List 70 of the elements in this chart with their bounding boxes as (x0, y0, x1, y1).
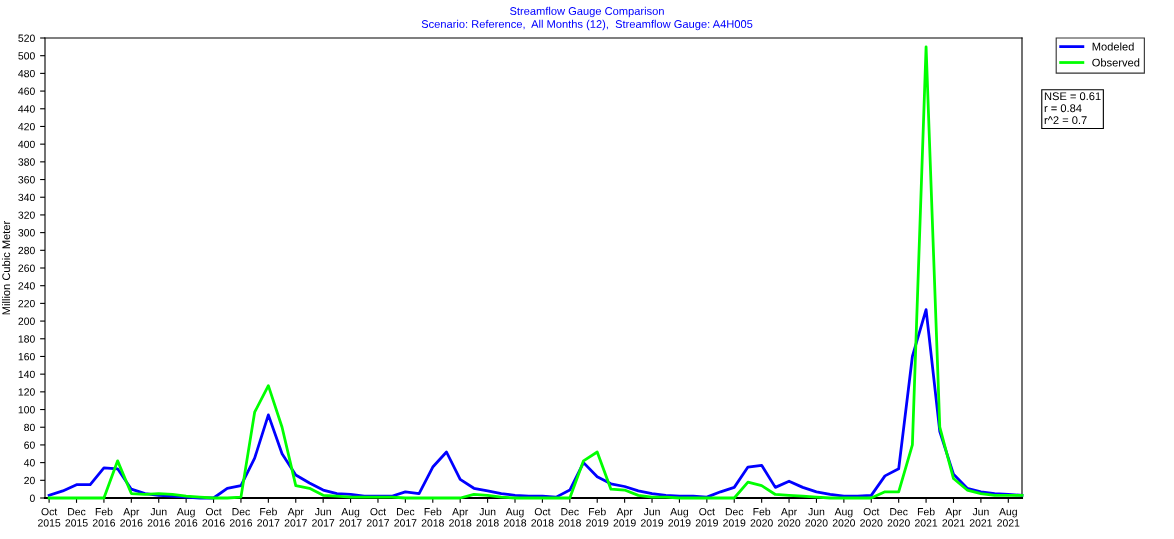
x-tick-label: Feb 2019 (586, 507, 609, 527)
chart-subtitle: Scenario: Reference, All Months (12), Streamflow Gauge: A4H005 (421, 19, 753, 31)
x-tick-label: Apr 2018 (449, 508, 472, 527)
y-tick-label: 420 (18, 122, 35, 131)
x-tick-label: Feb 2016 (92, 507, 116, 527)
y-tick-label: 0 (29, 494, 35, 502)
x-tick-label: Jun 2020 (805, 508, 828, 527)
x-tick-label: Feb 2018 (421, 507, 444, 527)
x-tick-label: Jun 2019 (640, 508, 664, 527)
x-tick-label: Aug 2020 (832, 508, 856, 527)
y-tick-label: 300 (18, 229, 35, 237)
y-tick-label: 280 (18, 246, 35, 255)
y-tick-label: 200 (18, 317, 35, 325)
x-tick-label: Dec 2015 (65, 508, 88, 527)
y-tick-label: 120 (18, 388, 35, 396)
x-tick-label: Aug 2017 (339, 508, 362, 527)
y-tick-label: 100 (18, 406, 35, 414)
y-tick-label: 400 (18, 140, 35, 149)
y-tick-label: 220 (18, 299, 35, 308)
y-tick-label: 520 (18, 34, 35, 42)
x-tick-label: Apr 2020 (777, 508, 801, 527)
y-tick-label: 260 (18, 264, 35, 272)
text: NSE = 0.61 r = 0.84 r^2 = 0.7 (1044, 92, 1101, 125)
y-tick-label: 40 (23, 459, 35, 467)
y-tick-label: 440 (18, 105, 35, 113)
y-tick-label: 480 (18, 69, 35, 78)
legend-label: Modeled (1092, 42, 1134, 51)
y-tick-label: 340 (18, 193, 35, 202)
x-tick-label: Jun 2016 (147, 508, 170, 527)
x-tick-label: Oct 2015 (38, 508, 61, 527)
x-tick-label: Aug 2016 (175, 508, 198, 527)
x-tick-label: Feb 2017 (257, 507, 280, 527)
y-tick-label: 180 (18, 335, 35, 343)
x-tick-label: Oct 2019 (695, 508, 718, 527)
x-tick-label: Dec 2020 (887, 508, 910, 527)
x-tick-label: Feb 2021 (915, 507, 938, 527)
y-tick-label: 60 (24, 441, 35, 449)
x-tick-label: Dec 2017 (394, 508, 417, 527)
x-tick-label: Jun 2021 (969, 508, 992, 527)
chart-title: Streamflow Gauge Comparison (510, 6, 664, 18)
x-tick-label: Oct 2017 (366, 508, 390, 527)
x-tick-label: Jun 2017 (312, 508, 335, 527)
y-axis-title: Million Cubic Meter (1, 220, 11, 315)
line-series (47, 45, 1024, 500)
x-tick-label: Apr 2016 (120, 508, 143, 527)
y-tick-label: 320 (18, 211, 35, 219)
y-tick-label: 380 (18, 158, 35, 166)
x-tick-label: Feb 2020 (750, 507, 773, 527)
y-tick-label: 360 (18, 176, 35, 184)
x-tick-label: Jun 2018 (476, 508, 499, 527)
y-tick-label: 500 (18, 52, 35, 60)
x-tick-label: Dec 2016 (229, 508, 253, 527)
x-tick-label: Oct 2016 (202, 508, 225, 527)
x-tick-label: Aug 2019 (668, 508, 691, 527)
legend-label: Observed (1092, 58, 1140, 67)
x-tick-label: Apr 2017 (284, 508, 307, 527)
x-tick-label: Apr 2019 (613, 508, 636, 527)
x-tick-label: Aug 2021 (997, 508, 1020, 527)
x-tick-label: Dec 2019 (723, 508, 746, 527)
x-tick-label: Oct 2020 (860, 508, 883, 527)
x-tick-label: Aug 2018 (503, 508, 527, 527)
x-tick-label: Dec 2018 (558, 508, 581, 527)
y-tick-label: 140 (18, 370, 35, 379)
y-tick-label: 20 (24, 476, 35, 485)
y-tick-label: 460 (18, 87, 35, 95)
y-tick-label: 160 (18, 352, 35, 361)
x-tick-label: Apr 2021 (942, 508, 965, 527)
y-tick-label: 80 (24, 423, 35, 432)
x-tick-label: Oct 2018 (531, 508, 554, 527)
y-tick-label: 240 (18, 282, 35, 290)
